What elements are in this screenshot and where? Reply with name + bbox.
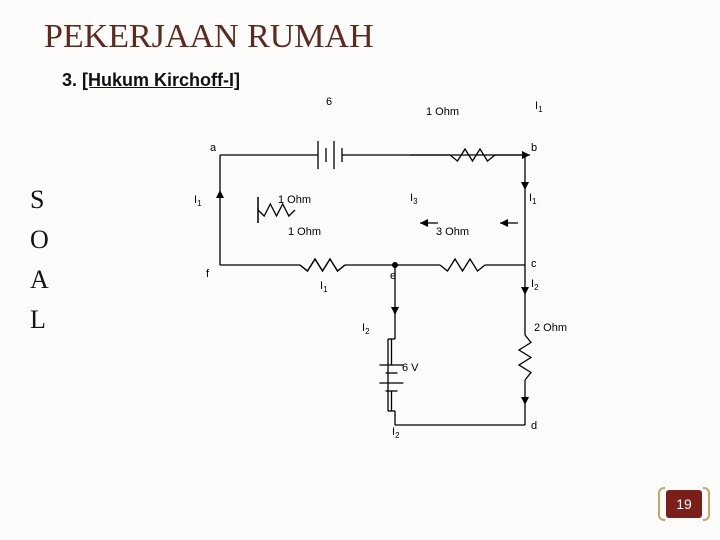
side-letter-s: S — [30, 185, 44, 215]
side-letter-o: O — [30, 225, 49, 255]
circuit-diagram: 1 Ohm 1 Ohm 1 Ohm 3 Ohm 2 Ohm 6 6 V I1 I1 I1 I1 I3 I… — [130, 95, 570, 455]
svg-text:1 Ohm: 1 Ohm — [288, 226, 321, 238]
svg-text:I1: I1 — [529, 192, 537, 206]
svg-text:I3: I3 — [410, 192, 418, 206]
subtitle-number: 3. — [62, 70, 77, 90]
svg-text:e: e — [390, 270, 396, 282]
svg-text:6: 6 — [326, 96, 332, 108]
svg-text:d: d — [531, 420, 537, 432]
circuit-svg: 1 Ohm 1 Ohm 1 Ohm 3 Ohm 2 Ohm 6 6 V I1 I1 I1 I1 I3 I… — [130, 95, 570, 455]
svg-text:I1: I1 — [194, 194, 202, 208]
subtitle-text: [Hukum Kirchoff-I] — [82, 70, 240, 90]
page-number-badge: 19 — [666, 490, 702, 518]
svg-text:1 Ohm: 1 Ohm — [278, 194, 311, 206]
side-letter-a: A — [30, 265, 49, 295]
svg-text:b: b — [531, 142, 537, 154]
svg-text:6 V: 6 V — [402, 362, 419, 374]
svg-text:1 Ohm: 1 Ohm — [426, 106, 459, 118]
svg-text:3 Ohm: 3 Ohm — [436, 226, 469, 238]
svg-text:I1: I1 — [320, 280, 328, 294]
svg-text:I2: I2 — [362, 322, 370, 336]
svg-text:2 Ohm: 2 Ohm — [534, 322, 567, 334]
svg-text:I2: I2 — [392, 426, 400, 440]
svg-text:I1: I1 — [535, 100, 543, 114]
side-letter-l: L — [30, 305, 46, 335]
svg-text:c: c — [531, 258, 537, 270]
subtitle: 3. [Hukum Kirchoff-I] — [62, 70, 240, 91]
svg-text:a: a — [210, 142, 217, 154]
svg-text:I2: I2 — [531, 278, 539, 292]
page-title: PEKERJAAN RUMAH — [44, 18, 374, 56]
page-number: 19 — [676, 496, 692, 512]
svg-text:f: f — [206, 268, 210, 280]
